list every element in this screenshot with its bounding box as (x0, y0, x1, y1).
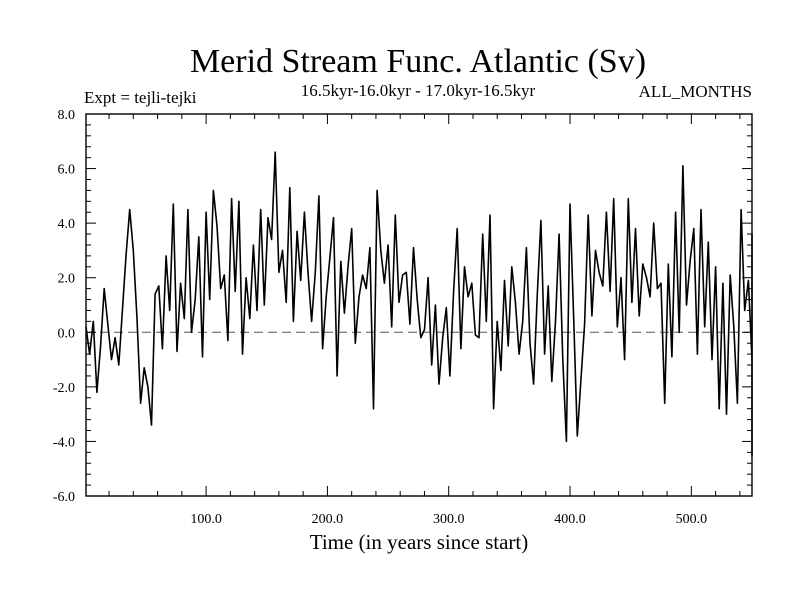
series-line (85, 151, 753, 456)
x-tick-label: 100.0 (190, 512, 222, 527)
chart-subtitle: 16.5kyr-16.0kyr - 17.0kyr-16.5kyr (301, 81, 536, 100)
axis-ticks (86, 113, 752, 497)
x-axis-title: Time (in years since start) (310, 530, 529, 554)
chart-title: Merid Stream Func. Atlantic (Sv) (190, 43, 646, 80)
period-label: ALL_MONTHS (639, 82, 752, 101)
y-tick-label: -6.0 (53, 490, 75, 505)
plot-frame (85, 113, 753, 497)
x-tick-label: 500.0 (676, 512, 708, 527)
y-tick-label: 2.0 (58, 272, 76, 287)
y-tick-label: -4.0 (53, 435, 75, 450)
y-tick-label: 6.0 (58, 163, 76, 178)
y-tick-label: 8.0 (58, 108, 76, 123)
x-tick-label: 200.0 (312, 512, 344, 527)
y-axis-labels: -6.0 -4.0 -2.0 0.0 2.0 4.0 6.0 8.0 (53, 108, 75, 505)
x-tick-label: 300.0 (433, 512, 465, 527)
experiment-label: Expt = tejli-tejki (84, 88, 197, 107)
x-tick-label: 400.0 (554, 512, 586, 527)
y-tick-label: 4.0 (58, 217, 76, 232)
y-tick-label: -2.0 (53, 381, 75, 396)
x-axis-labels: 100.0 200.0 300.0 400.0 500.0 (190, 512, 707, 527)
y-tick-label: 0.0 (58, 326, 76, 341)
